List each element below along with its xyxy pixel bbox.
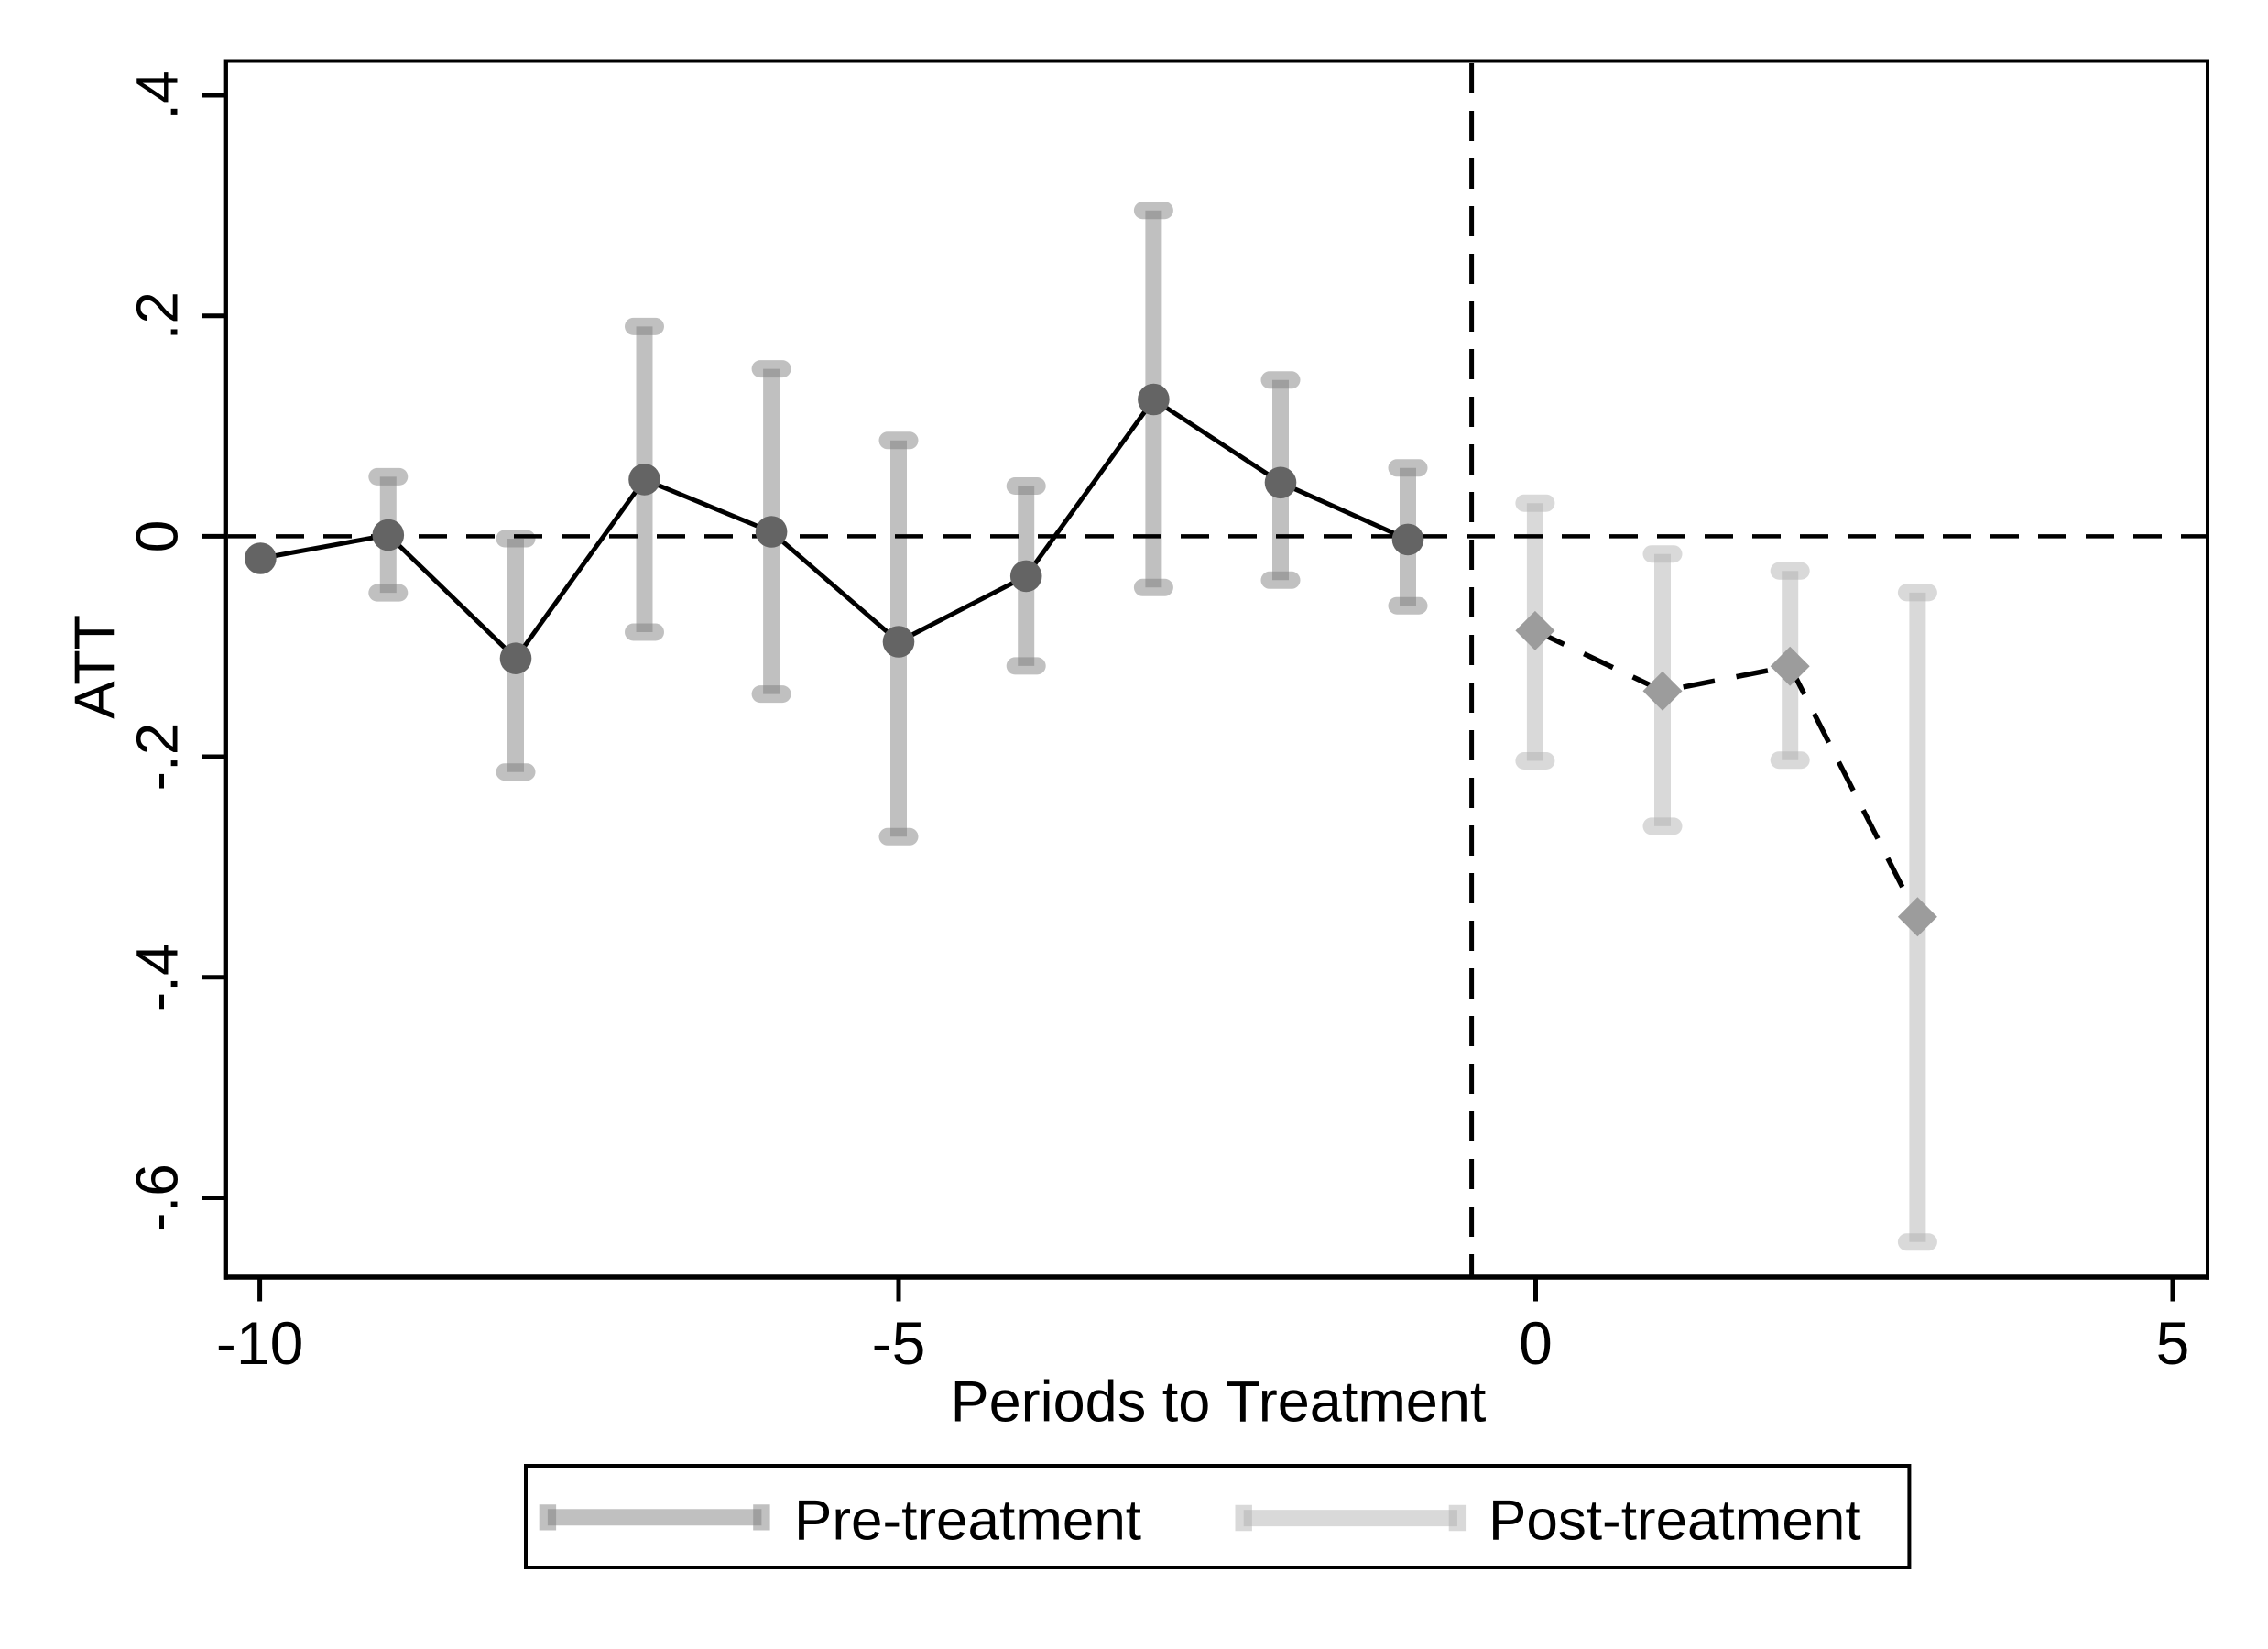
svg-text:-10: -10 [216, 1309, 303, 1377]
svg-text:.2: .2 [124, 291, 190, 340]
svg-text:ATT: ATT [63, 615, 127, 719]
svg-text:Periods to Treatment: Periods to Treatment [951, 1371, 1487, 1435]
svg-text:Post-treatment: Post-treatment [1488, 1490, 1861, 1553]
svg-text:0: 0 [1519, 1309, 1553, 1377]
svg-text:Pre-treatment: Pre-treatment [794, 1490, 1141, 1553]
svg-text:-.6: -.6 [124, 1163, 190, 1232]
svg-text:-5: -5 [872, 1309, 926, 1377]
svg-text:-.2: -.2 [124, 723, 190, 792]
svg-text:0: 0 [124, 520, 190, 553]
svg-text:.4: .4 [124, 71, 190, 119]
svg-text:5: 5 [2156, 1309, 2190, 1377]
svg-text:-.4: -.4 [124, 943, 190, 1011]
